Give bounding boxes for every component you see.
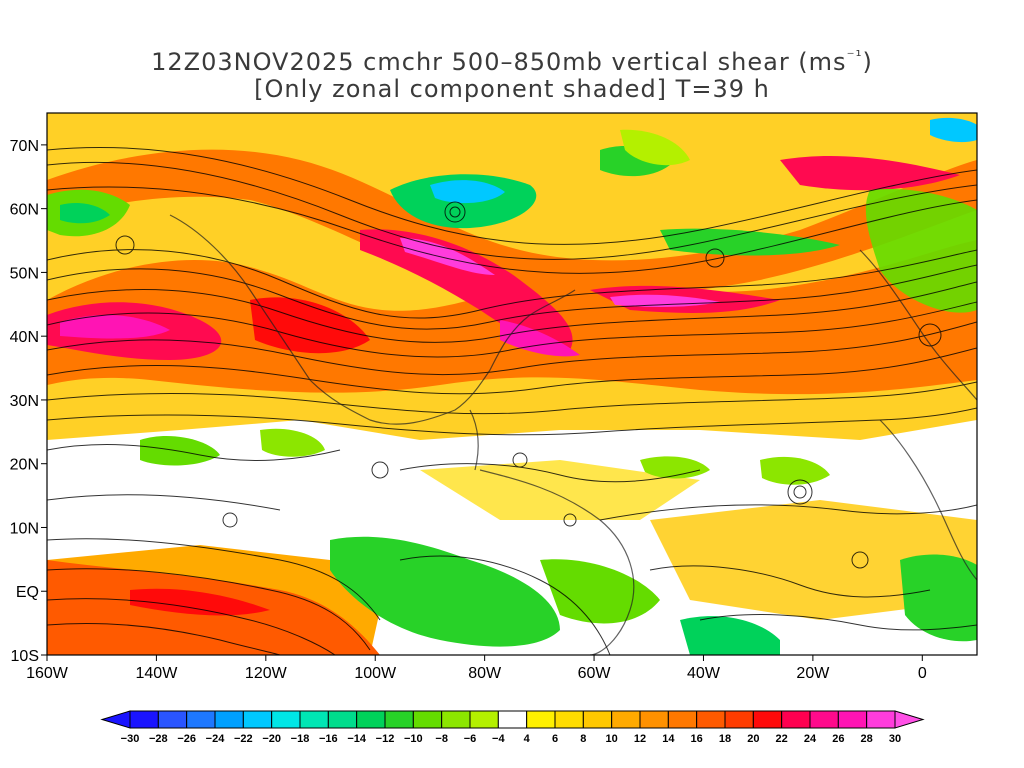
colorbar-label: −20 (262, 733, 281, 745)
colorbar-label: −22 (234, 733, 253, 745)
colorbar-swatch (242, 710, 273, 729)
lat-tick-label: 50N (10, 265, 39, 282)
colorbar-label: −30 (121, 733, 140, 745)
colorbar-swatch (271, 710, 301, 729)
colorbar-swatch (752, 710, 783, 729)
map-frame (46, 112, 978, 656)
lon-tick-label: 0 (918, 665, 927, 682)
lat-tick-label: 20N (10, 457, 39, 474)
lon-tick-label: 100W (354, 665, 397, 682)
colorbar-swatch (724, 710, 754, 729)
shear-shading (47, 113, 977, 655)
colorbar-swatch (441, 710, 471, 729)
colorbar-label: 8 (580, 733, 586, 745)
colorbar-label: 12 (634, 733, 646, 745)
map-title-line-2: [Only zonal component shaded] T=39 h (254, 75, 770, 103)
colorbar-swatch (412, 710, 443, 729)
colorbar-swatch (696, 710, 726, 729)
colorbar-swatch (526, 710, 556, 729)
colorbar-label: 18 (719, 733, 731, 745)
colorbar-label: −10 (404, 733, 423, 745)
colorbar-label: 14 (662, 733, 675, 745)
colorbar-swatch (781, 710, 811, 729)
colorbar-swatch (356, 710, 386, 729)
lon-tick-label: 20W (796, 665, 830, 682)
lat-tick-label: 40N (10, 329, 39, 346)
colorbar-swatch (639, 710, 669, 729)
lat-tick-label: 30N (10, 393, 39, 410)
lat-tick-label: 60N (10, 202, 39, 219)
longitude-axis: 160W 140W 120W 100W 80W 60W 40W 20W 0 (26, 655, 927, 682)
lat-tick-label: 10S (11, 648, 39, 665)
colorbar-swatch (327, 710, 358, 729)
colorbar: −30 −28 −26 −24 −22 −20 −18 −16 −14 −12 −10 −8 −6 −4 4… (100, 710, 925, 745)
colorbar-label: −4 (492, 733, 505, 745)
colorbar-label: −18 (291, 733, 310, 745)
latitude-axis: 70N 60N 50N 40N 30N 20N 10N EQ 10S (10, 138, 47, 665)
colorbar-swatch (582, 710, 613, 729)
colorbar-label: −24 (206, 733, 226, 745)
lon-tick-label: 60W (578, 665, 612, 682)
colorbar-label: 30 (889, 733, 901, 745)
map-panel (47, 113, 977, 655)
colorbar-label: 22 (776, 733, 788, 745)
colorbar-swatch (186, 710, 216, 729)
colorbar-swatch (866, 710, 896, 729)
colorbar-label: 4 (524, 733, 531, 745)
colorbar-label: 6 (552, 733, 558, 745)
colorbar-swatch (384, 710, 414, 729)
colorbar-label: 16 (691, 733, 703, 745)
lat-tick-label: 70N (10, 138, 39, 155)
colorbar-swatch (809, 710, 839, 729)
colorbar-swatch (299, 710, 329, 729)
colorbar-swatch (214, 710, 244, 729)
colorbar-right-arrow (894, 710, 925, 729)
colorbar-label: −8 (435, 733, 448, 745)
colorbar-swatch (554, 710, 584, 729)
colorbar-label: 10 (606, 733, 618, 745)
colorbar-swatch (611, 710, 641, 729)
colorbar-label: −26 (177, 733, 196, 745)
colorbar-label: −12 (376, 733, 395, 745)
colorbar-label: 24 (804, 733, 817, 745)
colorbar-swatch (157, 710, 188, 729)
colorbar-label: −16 (319, 733, 338, 745)
map-title-line-1: 12Z03NOV2025 cmchr 500–850mb vertical sh… (151, 47, 873, 76)
colorbar-label: 28 (861, 733, 873, 745)
colorbar-label: 26 (832, 733, 844, 745)
colorbar-label: −14 (347, 733, 367, 745)
colorbar-swatch (837, 710, 868, 729)
colorbar-swatch (129, 710, 159, 729)
lon-tick-label: 40W (687, 665, 721, 682)
streamlines (47, 146, 977, 655)
lon-tick-label: 160W (26, 665, 69, 682)
colorbar-label: −6 (464, 733, 477, 745)
colorbar-swatch (497, 710, 528, 729)
colorbar-left-arrow (100, 710, 131, 729)
colorbar-label: −28 (149, 733, 168, 745)
colorbar-swatch (667, 710, 698, 729)
lon-tick-label: 140W (136, 665, 179, 682)
lat-tick-label: EQ (16, 584, 39, 601)
colorbar-label: 20 (747, 733, 759, 745)
coastlines (169, 214, 977, 655)
lat-tick-label: 10N (10, 520, 39, 537)
lon-tick-label: 80W (468, 665, 502, 682)
lon-tick-label: 120W (245, 665, 288, 682)
colorbar-swatch (469, 710, 499, 729)
